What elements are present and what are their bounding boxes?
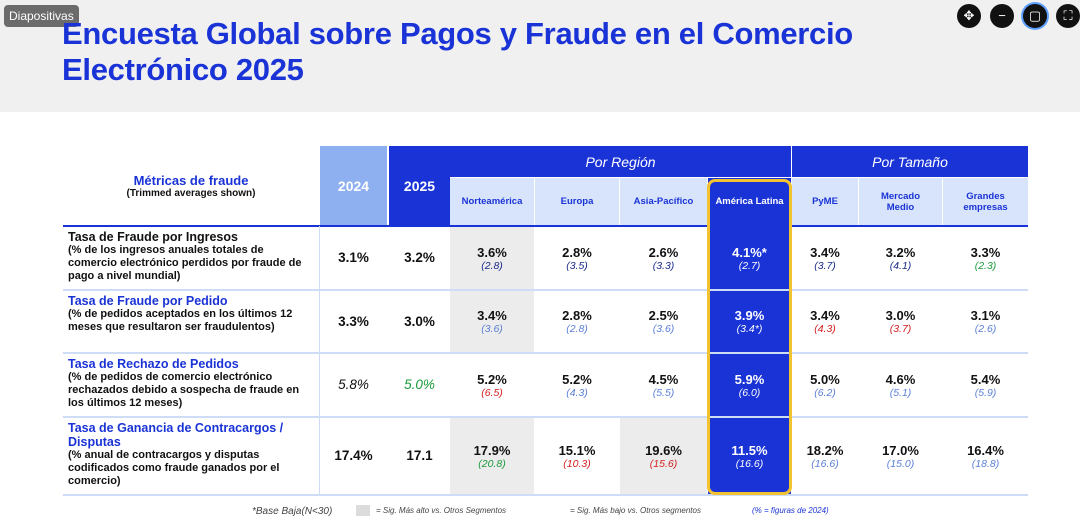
year-2025-header: 2025 <box>389 146 450 225</box>
table-cell: 3.6% (2.8) <box>450 227 534 289</box>
table-cell: 19.6% (15.6) <box>620 418 707 494</box>
metric-3-desc: (% de pedidos de comercio electrónico re… <box>68 371 300 409</box>
metric-2-title: Tasa de Fraude por Pedido <box>68 294 228 308</box>
minimize-icon[interactable]: − <box>990 4 1014 28</box>
region-header: Por Región <box>450 146 791 177</box>
metric-1-title: Tasa de Fraude por Ingresos <box>68 230 238 244</box>
row-4-2025: 17.1 <box>406 448 433 463</box>
table-cell: 4.5% (5.5) <box>648 371 679 399</box>
size-header: Por Tamaño <box>792 146 1028 177</box>
row-divider-1 <box>63 289 1028 291</box>
col-pyme: PyME <box>792 178 858 225</box>
row-3-2025: 5.0% <box>404 377 435 392</box>
table-cell: 3.4% (4.3) <box>810 308 840 335</box>
table-cell: 4.1%* (2.7) <box>708 227 791 289</box>
table-cell: 2.6% (3.3) <box>648 244 679 272</box>
header-divider <box>63 225 1028 227</box>
legend-figures: (% = figuras de 2024) <box>752 505 829 515</box>
table-cell: 4.6% (5.1) <box>885 371 916 399</box>
row-2-2024: 3.3% <box>338 313 369 329</box>
col-europa: Europa <box>535 178 619 225</box>
metric-row-1: Tasa de Fraude por Ingresos (% de los in… <box>63 227 319 289</box>
row-divider-3 <box>63 416 1028 418</box>
table-cell: 17.0% (15.0) <box>882 442 919 470</box>
row-2-2025: 3.0% <box>404 313 435 329</box>
legend-higher: = Sig. Más alto vs. Otros Segmentos <box>356 505 506 516</box>
col-america-latina: América Latina <box>708 178 791 225</box>
metrics-header-subtitle: (Trimmed averages shown) <box>126 187 256 199</box>
fraud-metrics-table: Métricas de fraude (Trimmed averages sho… <box>63 146 1028 496</box>
table-cell: 3.4% (3.6) <box>450 291 534 352</box>
col-divider <box>319 226 320 496</box>
year-2024-header: 2024 <box>320 146 387 225</box>
table-cell: 18.2% (16.6) <box>806 442 844 470</box>
title-line-1: Encuesta Global sobre Pagos y Fraude en … <box>62 16 853 51</box>
table-cell: 15.1% (10.3) <box>558 442 596 470</box>
table-cell: 3.3% (2.3) <box>970 244 1001 272</box>
metric-row-2: Tasa de Fraude por Pedido (% de pedidos … <box>63 291 319 352</box>
metric-3-title: Tasa de Rechazo de Pedidos <box>68 357 239 371</box>
col-asia-pacifico: Asia-Pacífico <box>620 178 707 225</box>
size-header-label: Por Tamaño <box>872 153 948 170</box>
page-title: Encuesta Global sobre Pagos y Fraude en … <box>62 16 853 88</box>
year-2025-label: 2025 <box>403 177 436 194</box>
year-2024-label: 2024 <box>337 177 370 194</box>
metric-row-4: Tasa de Ganancia de Contracargos / Dispu… <box>63 418 319 494</box>
table-cell: 5.9% (6.0) <box>708 354 791 416</box>
row-divider-2 <box>63 352 1028 354</box>
latam-highlight-frame <box>707 179 792 495</box>
table-cell: 2.8% (2.8) <box>562 308 592 335</box>
table-cell: 5.2% (4.3) <box>562 371 592 399</box>
table-cell: 3.1% (2.6) <box>970 308 1001 335</box>
metrics-header: Métricas de fraude (Trimmed averages sho… <box>63 146 319 225</box>
metric-4-title: Tasa de Ganancia de Contracargos / Dispu… <box>68 421 284 449</box>
table-cell: 5.0% (6.2) <box>810 371 840 399</box>
table-cell: 3.4% (3.7) <box>810 244 840 272</box>
fullscreen-icon[interactable]: ⛶ <box>1056 4 1080 28</box>
table-cell: 2.8% (3.5) <box>562 244 592 272</box>
region-header-label: Por Región <box>585 153 656 170</box>
title-bar <box>0 0 1080 112</box>
base-note: *Base Baja(N<30) <box>252 506 333 517</box>
table-cell: 5.2% (6.5) <box>477 371 507 399</box>
row-3-2024: 5.8% <box>338 377 369 392</box>
table-cell: 17.9% (20.8) <box>450 418 534 494</box>
title-line-2: Electrónico 2025 <box>62 52 304 87</box>
table-cell: 3.9% (3.4*) <box>708 291 791 352</box>
table-cell: 3.0% (3.7) <box>885 308 916 335</box>
metrics-header-title: Métricas de fraude <box>133 172 249 188</box>
table-cell: 11.5% (16.6) <box>708 418 791 494</box>
table-cell: 16.4% (18.8) <box>967 442 1004 470</box>
metric-2-desc: (% de pedidos aceptados en los últimos 1… <box>68 308 293 333</box>
table-cell: 3.2% (4.1) <box>885 244 916 272</box>
col-mercado-medio: Mercado Medio <box>859 178 942 225</box>
slides-badge[interactable]: Diapositivas <box>4 5 79 27</box>
row-4-2024: 17.4% <box>334 448 373 463</box>
table-cell: 5.4% (5.9) <box>970 371 1001 399</box>
metric-row-3: Tasa de Rechazo de Pedidos (% de pedidos… <box>63 354 319 416</box>
move-icon[interactable]: ✥ <box>957 4 981 28</box>
metric-1-desc: (% de los ingresos anuales totales de co… <box>68 244 302 282</box>
col-grandes-empresas: Grandes empresas <box>943 178 1028 225</box>
table-cell: 2.5% (3.6) <box>648 308 679 335</box>
legend-lower: = Sig. Más bajo vs. Otros segmentos <box>570 505 701 515</box>
col-norteamerica: Norteamérica <box>450 178 534 225</box>
row-divider-4 <box>63 494 1028 496</box>
row-1-2024: 3.1% <box>338 250 369 265</box>
legend-gray-swatch <box>356 505 370 516</box>
row-1-2025: 3.2% <box>404 250 435 265</box>
metric-4-desc: (% anual de contracargos y disputas codi… <box>68 449 280 487</box>
restore-icon[interactable]: ▢ <box>1023 4 1047 28</box>
